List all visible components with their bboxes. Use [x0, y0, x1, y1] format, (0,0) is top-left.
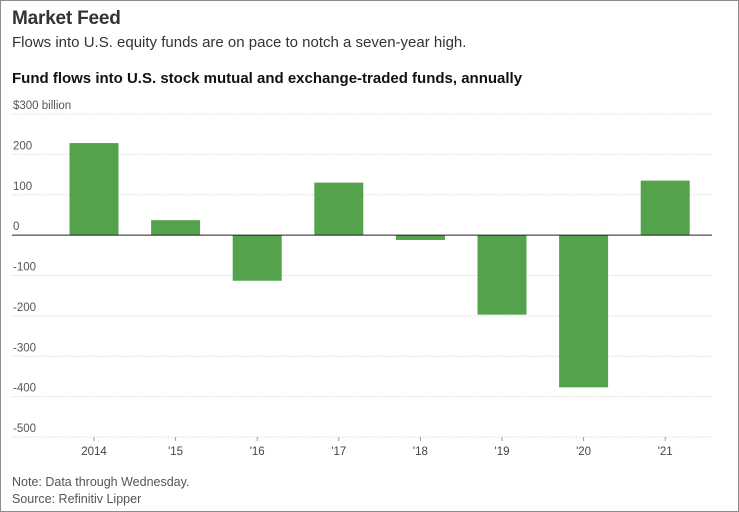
x-tick-label: '19 — [495, 446, 510, 458]
y-tick-label: -400 — [13, 383, 36, 395]
bar-21 — [640, 180, 690, 236]
bar-2014 — [69, 143, 119, 236]
bar-17 — [314, 182, 364, 236]
x-tick-label: '21 — [658, 446, 673, 458]
bar-16 — [232, 235, 282, 281]
x-tick-label: '20 — [576, 446, 591, 458]
y-tick-label: -300 — [13, 342, 36, 354]
x-tick-label: '18 — [413, 446, 428, 458]
x-tick-label: 2014 — [81, 446, 107, 458]
y-tick-label: 0 — [13, 221, 19, 233]
y-tick-label: -100 — [13, 262, 36, 274]
y-tick-label: 100 — [13, 181, 32, 193]
chart-title: Fund flows into U.S. stock mutual and ex… — [12, 70, 523, 87]
footnote: Note: Data through Wednesday. — [12, 475, 190, 489]
source-line: Source: Refinitiv Lipper — [12, 492, 142, 506]
bar-18 — [395, 235, 445, 240]
bar-15 — [151, 220, 201, 236]
y-tick-label: -200 — [13, 302, 36, 314]
kicker-title: Market Feed — [12, 8, 121, 29]
subtitle: Flows into U.S. equity funds are on pace… — [12, 34, 467, 51]
x-tick-label: '17 — [331, 446, 346, 458]
y-tick-label: -500 — [13, 423, 36, 435]
bar-19 — [477, 235, 527, 315]
x-tick-label: '16 — [250, 446, 265, 458]
x-tick-label: '15 — [168, 446, 183, 458]
bar-20 — [559, 235, 609, 388]
y-tick-label: $300 billion — [13, 100, 71, 112]
y-tick-label: 200 — [13, 140, 32, 152]
